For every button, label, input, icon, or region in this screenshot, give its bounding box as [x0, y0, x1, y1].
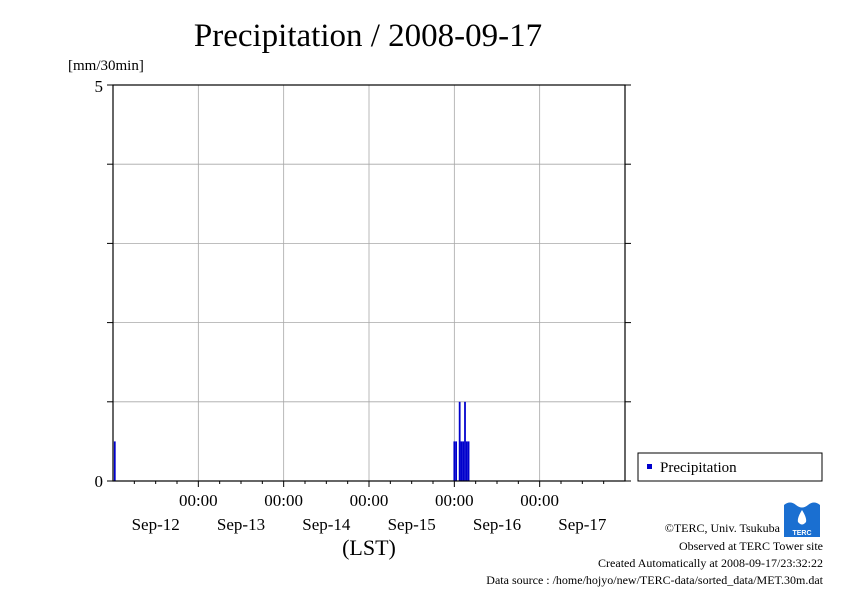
legend: Precipitation — [637, 452, 823, 482]
precipitation-bar — [458, 401, 461, 481]
precipitation-bar — [113, 441, 116, 481]
precipitation-bar — [453, 441, 456, 481]
precipitation-bar — [467, 441, 470, 481]
precipitation-bar — [462, 441, 465, 481]
legend-swatch — [647, 464, 652, 469]
footer-created: Created Automatically at 2008-09-17/23:3… — [598, 556, 823, 570]
precipitation-bar — [455, 441, 457, 481]
x-tick-label-date: Sep-12 — [132, 515, 180, 534]
x-tick-label-date: Sep-14 — [302, 515, 351, 534]
x-tick-label-time: 00:00 — [179, 491, 218, 510]
footer-observed: Observed at TERC Tower site — [679, 539, 823, 553]
grid — [113, 85, 625, 481]
x-tick-label-date: Sep-17 — [558, 515, 607, 534]
y-tick-label-bottom: 0 — [95, 472, 104, 491]
legend-label: Precipitation — [660, 460, 737, 476]
precipitation-bar — [460, 441, 463, 481]
chart-title: Precipitation / 2008-09-17 — [194, 18, 542, 54]
x-date-labels: Sep-12 Sep-13 Sep-14 Sep-15 Sep-16 Sep-17 — [132, 515, 607, 534]
logo-drop-icon — [797, 510, 807, 525]
tick-marks — [107, 84, 631, 487]
x-tick-label-date: Sep-16 — [473, 515, 521, 534]
x-tick-label-time: 00:00 — [264, 491, 303, 510]
logo-text: TERC — [792, 530, 811, 537]
x-axis-label: (LST) — [342, 535, 396, 560]
y-axis-unit: [mm/30min] — [68, 58, 144, 74]
x-tick-label-time: 00:00 — [435, 491, 474, 510]
x-tick-label-date: Sep-13 — [217, 515, 265, 534]
y-tick-label-top: 5 — [95, 77, 104, 96]
bars — [113, 401, 470, 481]
terc-logo: TERC — [784, 502, 820, 537]
legend-box — [637, 452, 823, 482]
x-tick-label-time: 00:00 — [350, 491, 389, 510]
precipitation-bar — [465, 441, 468, 481]
x-tick-label-date: Sep-15 — [388, 515, 436, 534]
x-tick-label-time: 00:00 — [520, 491, 559, 510]
footer-copyright: ©TERC, Univ. Tsukuba — [665, 521, 781, 535]
precipitation-bar — [464, 401, 466, 481]
x-time-labels: 00:00 00:00 00:00 00:00 00:00 — [179, 491, 559, 510]
footer-source: Data source : /home/hojyo/new/TERC-data/… — [486, 573, 823, 587]
